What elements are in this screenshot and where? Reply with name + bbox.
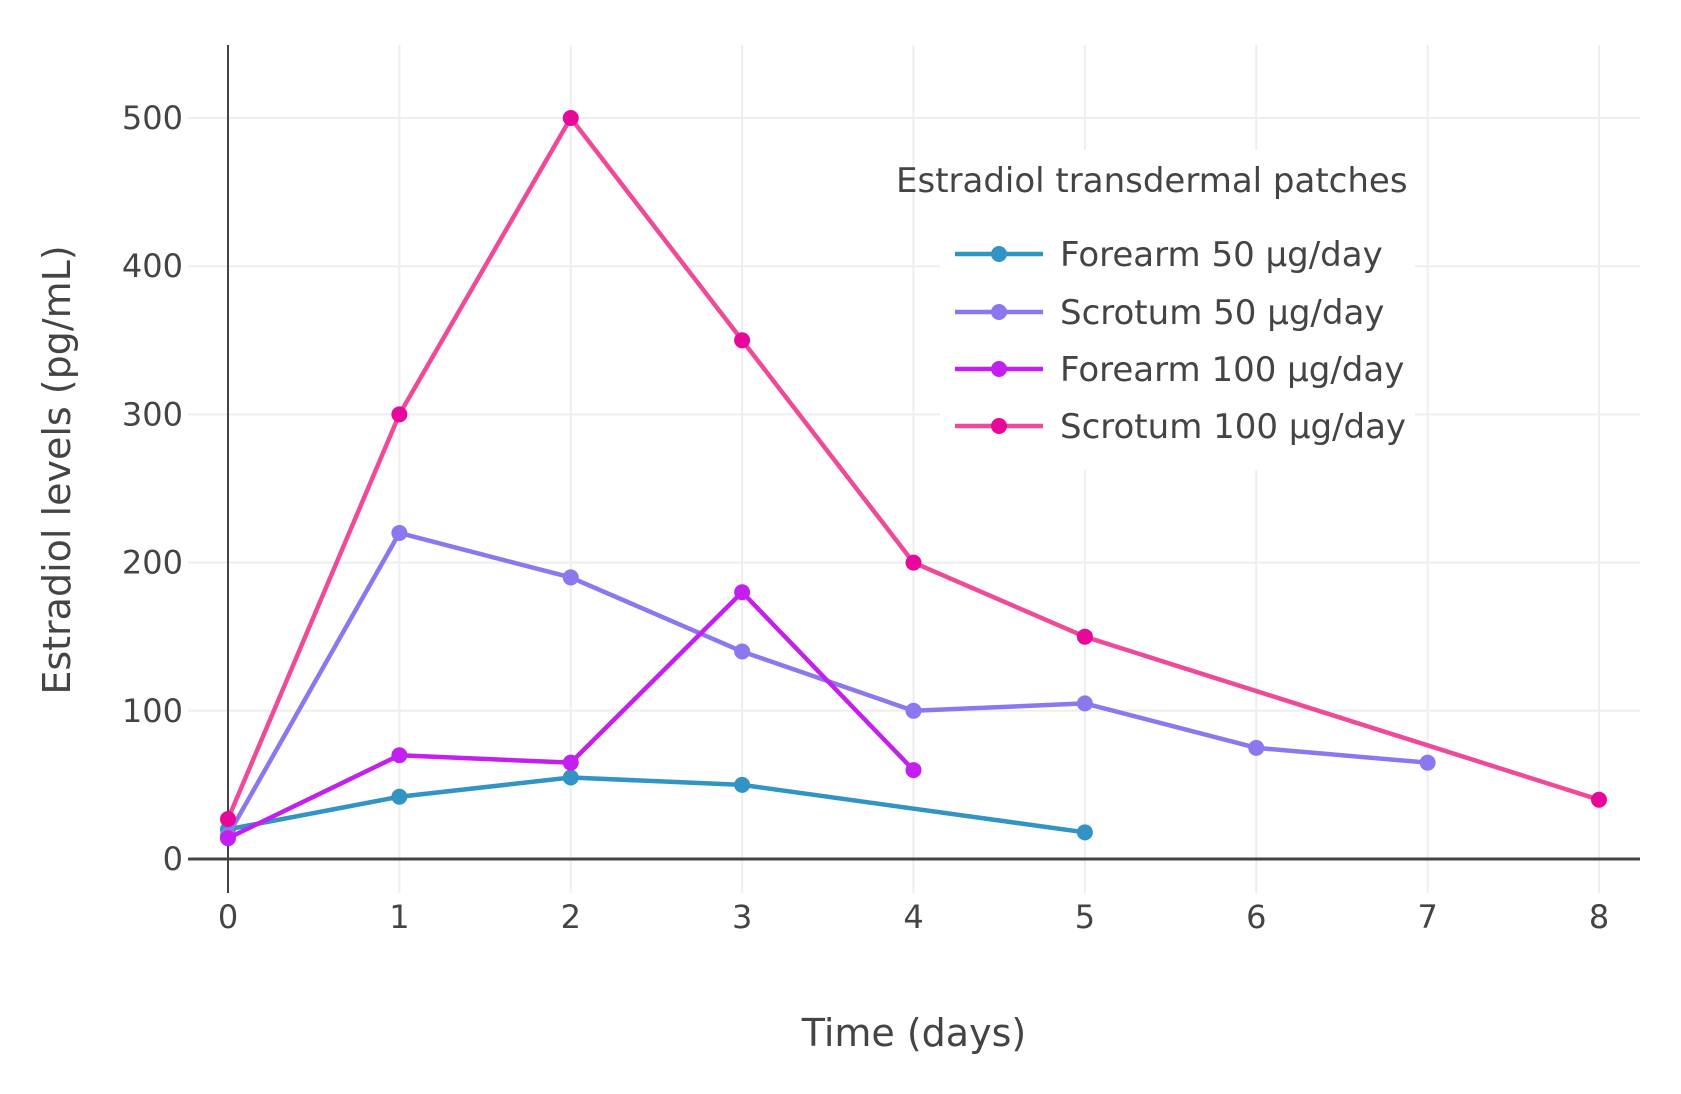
- legend-item[interactable]: Scrotum 100 μg/day: [955, 407, 1406, 447]
- data-point: [562, 569, 579, 586]
- y-tick-label: 200: [122, 544, 183, 582]
- data-point: [220, 810, 236, 827]
- x-tick-label: 4: [903, 898, 923, 936]
- axes: 0 1 2 3 4 5 6 7 8 0 100 200 300 400 500: [122, 45, 1640, 936]
- series-0: [220, 769, 1093, 841]
- data-point: [220, 830, 236, 847]
- data-point: [1248, 739, 1265, 756]
- y-tick-label: 400: [122, 247, 183, 285]
- data-point: [1076, 628, 1093, 645]
- legend[interactable]: Estradiol transdermal patches Forearm 50 …: [896, 150, 1415, 470]
- y-tick-label: 500: [122, 99, 183, 137]
- legend-item[interactable]: Forearm 50 μg/day: [955, 235, 1383, 275]
- data-point: [734, 643, 751, 660]
- y-tick-label: 0: [163, 840, 183, 878]
- data-point: [1076, 695, 1093, 712]
- data-point: [734, 584, 751, 601]
- data-point: [1591, 791, 1607, 808]
- x-tick-label: 3: [732, 898, 752, 936]
- data-point: [905, 762, 922, 779]
- x-tick-label: 6: [1246, 898, 1266, 936]
- legend-label: Forearm 100 μg/day: [1060, 350, 1404, 390]
- y-tick-label: 100: [122, 692, 183, 730]
- data-point: [391, 747, 408, 764]
- series-layer: [220, 110, 1607, 847]
- legend-marker: [991, 304, 1007, 320]
- legend-item[interactable]: Scrotum 50 μg/day: [955, 293, 1384, 333]
- legend-label: Scrotum 50 μg/day: [1060, 293, 1384, 333]
- data-point: [562, 769, 579, 786]
- y-axis-title: Estradiol levels (pg/mL): [35, 245, 79, 694]
- data-point: [391, 524, 408, 541]
- legend-label: Forearm 50 μg/day: [1060, 235, 1383, 275]
- data-point: [905, 554, 922, 571]
- x-tick-label: 0: [218, 898, 238, 936]
- data-point: [734, 776, 751, 793]
- data-point: [562, 110, 579, 126]
- legend-marker: [991, 361, 1007, 377]
- data-point: [391, 406, 408, 423]
- data-point: [391, 788, 408, 805]
- x-axis-title: Time (days): [801, 1011, 1026, 1055]
- x-tick-label: 1: [389, 898, 409, 936]
- x-tick-label: 2: [561, 898, 581, 936]
- legend-marker: [991, 418, 1007, 434]
- series-2: [220, 584, 922, 847]
- data-point: [1419, 754, 1436, 771]
- data-point: [1076, 824, 1093, 841]
- legend-title: Estradiol transdermal patches: [896, 161, 1408, 201]
- data-point: [905, 702, 922, 719]
- legend-marker: [991, 246, 1007, 262]
- series-3: [220, 110, 1607, 827]
- x-tick-label: 7: [1417, 898, 1437, 936]
- data-point: [734, 332, 751, 349]
- legend-item[interactable]: Forearm 100 μg/day: [955, 350, 1404, 390]
- legend-label: Scrotum 100 μg/day: [1060, 407, 1406, 447]
- series-line: [227, 775, 1086, 835]
- x-tick-label: 8: [1589, 898, 1609, 936]
- x-tick-label: 5: [1075, 898, 1095, 936]
- data-point: [562, 754, 579, 771]
- y-tick-label: 300: [122, 395, 183, 433]
